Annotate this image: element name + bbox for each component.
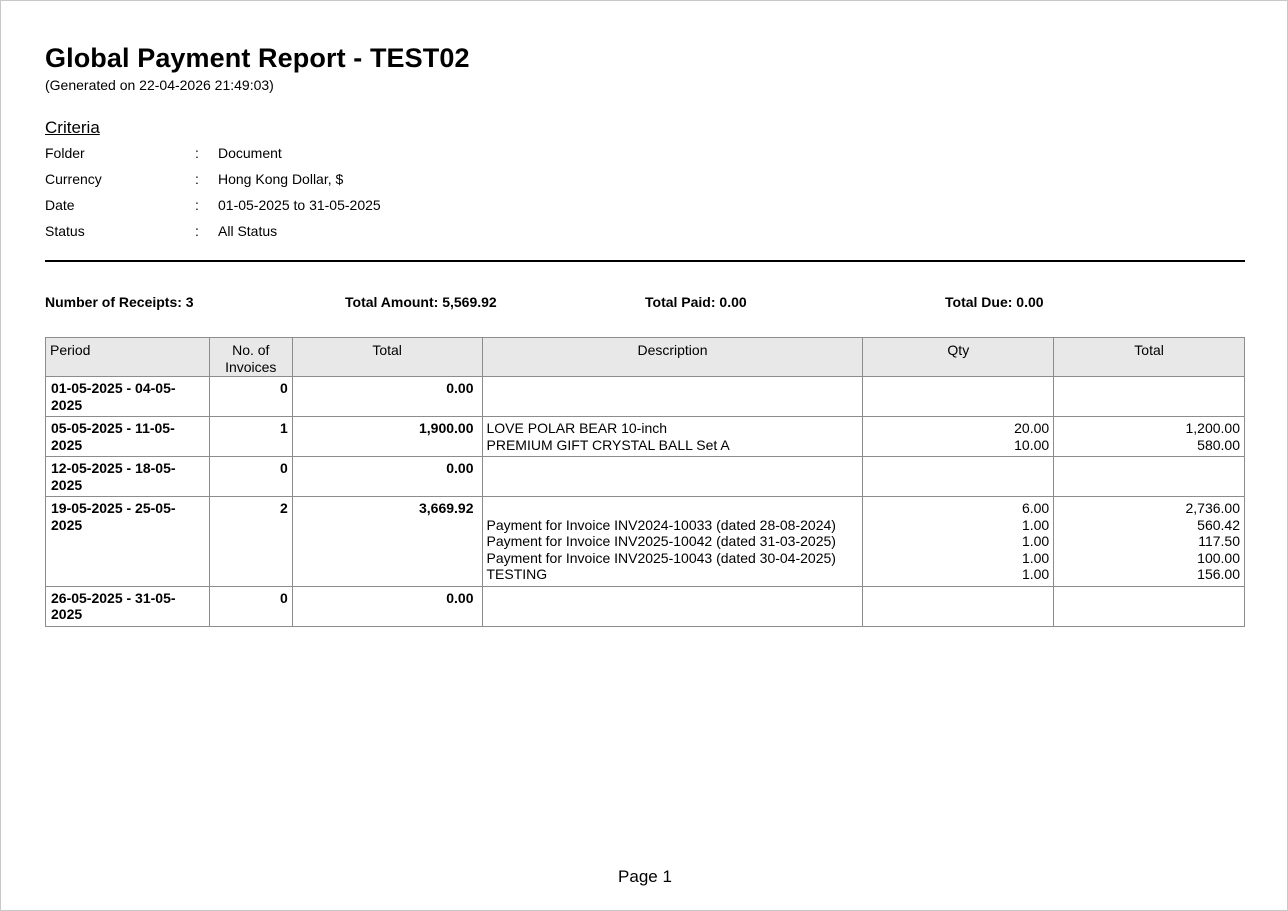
header-invoices-line1: No. of: [232, 342, 270, 358]
table-row: 26-05-2025 - 31-05-2025 0 0.00: [45, 585, 1245, 627]
header-total: Total: [291, 337, 483, 377]
report-title: Global Payment Report - TEST02: [45, 43, 470, 73]
criteria-value: Document: [218, 145, 282, 161]
row-line-totals: [1053, 376, 1245, 417]
item-total: 100.00: [1197, 549, 1240, 566]
criteria-colon: :: [195, 145, 199, 161]
payment-table: Period No. of Invoices Total Description…: [45, 337, 1245, 627]
row-descriptions: [481, 376, 864, 417]
generated-timestamp: (Generated on 22-04-2026 21:49:03): [45, 77, 274, 93]
row-qtys: [862, 456, 1055, 497]
criteria-row-date: Date : 01-05-2025 to 31-05-2025: [45, 197, 381, 223]
criteria-label: Currency: [45, 171, 102, 187]
summary-total-paid: Total Paid: 0.00: [645, 294, 747, 310]
item-qty: 1.00: [1021, 566, 1050, 582]
item-description: PREMIUM GIFT CRYSTAL BALL Set A: [486, 436, 730, 453]
row-descriptions: [481, 585, 864, 627]
criteria-label: Status: [45, 223, 85, 239]
header-line-total: Total: [1053, 337, 1245, 377]
criteria-row-status: Status : All Status: [45, 223, 381, 249]
item-description: LOVE POLAR BEAR 10-inch: [486, 420, 668, 436]
table-row: 19-05-2025 - 25-05-2025 2 3,669.92 Payme…: [45, 496, 1245, 587]
row-descriptions: [481, 456, 864, 497]
criteria-colon: :: [195, 197, 199, 213]
table-row: 05-05-2025 - 11-05-2025 1 1,900.00 LOVE …: [45, 416, 1245, 457]
criteria-value: All Status: [218, 223, 278, 239]
row-descriptions: Payment for Invoice INV2024-10033 (dated…: [481, 496, 864, 587]
table-row: 12-05-2025 - 18-05-2025 0 0.00: [45, 456, 1245, 497]
row-total: 3,669.92: [291, 496, 483, 587]
row-invoice-count: 2: [208, 496, 293, 587]
row-qtys: [862, 376, 1055, 417]
item-qty: 6.00: [1021, 500, 1050, 516]
summary-bar: Number of Receipts: 3 Total Amount: 5,56…: [45, 294, 1245, 310]
header-no-of-invoices: No. of Invoices: [208, 337, 293, 377]
row-line-totals: [1053, 585, 1245, 627]
row-total: 1,900.00: [291, 416, 483, 457]
table-row: 01-05-2025 - 04-05-2025 0 0.00: [45, 376, 1245, 417]
row-total: 0.00: [291, 585, 483, 627]
item-qty: 1.00: [1021, 516, 1050, 533]
row-period: 12-05-2025 - 18-05-2025: [45, 456, 210, 497]
item-total: 1,200.00: [1185, 420, 1241, 436]
row-period: 01-05-2025 - 04-05-2025: [45, 376, 210, 417]
header-qty: Qty: [862, 337, 1055, 377]
item-total: 156.00: [1197, 566, 1240, 582]
row-period: 26-05-2025 - 31-05-2025: [45, 585, 210, 627]
row-total: 0.00: [291, 376, 483, 417]
row-line-totals: 2,736.00 560.42 117.50 100.00 156.00: [1053, 496, 1245, 587]
criteria-colon: :: [195, 171, 199, 187]
row-qtys: [862, 585, 1055, 627]
row-invoice-count: 0: [208, 376, 293, 417]
criteria-row-currency: Currency : Hong Kong Dollar, $: [45, 171, 381, 197]
row-descriptions: LOVE POLAR BEAR 10-inch PREMIUM GIFT CRY…: [481, 416, 864, 457]
header-description: Description: [481, 337, 864, 377]
item-description: Payment for Invoice INV2025-10042 (dated…: [486, 533, 836, 549]
item-total: 2,736.00: [1185, 500, 1241, 516]
criteria-value: 01-05-2025 to 31-05-2025: [218, 197, 381, 213]
summary-total-amount: Total Amount: 5,569.92: [345, 294, 497, 310]
criteria-value: Hong Kong Dollar, $: [218, 171, 344, 187]
row-total: 0.00: [291, 456, 483, 497]
row-period: 05-05-2025 - 11-05-2025: [45, 416, 210, 457]
item-description: Payment for Invoice INV2024-10033 (dated…: [486, 516, 836, 533]
item-total: 560.42: [1197, 516, 1240, 533]
row-period: 19-05-2025 - 25-05-2025: [45, 496, 210, 587]
row-qtys: 20.00 10.00: [862, 416, 1055, 457]
criteria-label: Date: [45, 197, 75, 213]
criteria-row-folder: Folder : Document: [45, 145, 381, 171]
row-invoice-count: 1: [208, 416, 293, 457]
row-line-totals: [1053, 456, 1245, 497]
page-number: Page 1: [618, 867, 672, 886]
header-invoices-line2: Invoices: [225, 358, 277, 375]
item-description: Payment for Invoice INV2025-10043 (dated…: [486, 549, 836, 566]
item-qty: 10.00: [1014, 436, 1050, 453]
item-description: TESTING: [486, 566, 548, 582]
item-total: 117.50: [1198, 533, 1240, 549]
criteria-colon: :: [195, 223, 199, 239]
item-qty: 1.00: [1021, 533, 1050, 549]
header-period: Period: [45, 337, 210, 377]
row-qtys: 6.00 1.00 1.00 1.00 1.00: [862, 496, 1055, 587]
row-invoice-count: 0: [208, 456, 293, 497]
item-total: 580.00: [1197, 436, 1240, 453]
table-header-row: Period No. of Invoices Total Description…: [45, 337, 1245, 377]
criteria-heading: Criteria: [45, 118, 100, 137]
item-description: [487, 500, 859, 517]
item-qty: 20.00: [1014, 420, 1050, 436]
criteria-label: Folder: [45, 145, 85, 161]
criteria-list: Folder : Document Currency : Hong Kong D…: [45, 145, 381, 249]
item-qty: 1.00: [1021, 549, 1050, 566]
summary-total-due: Total Due: 0.00: [945, 294, 1044, 310]
summary-receipts: Number of Receipts: 3: [45, 294, 194, 310]
row-invoice-count: 0: [208, 585, 293, 627]
section-divider: [45, 260, 1245, 262]
row-line-totals: 1,200.00 580.00: [1053, 416, 1245, 457]
